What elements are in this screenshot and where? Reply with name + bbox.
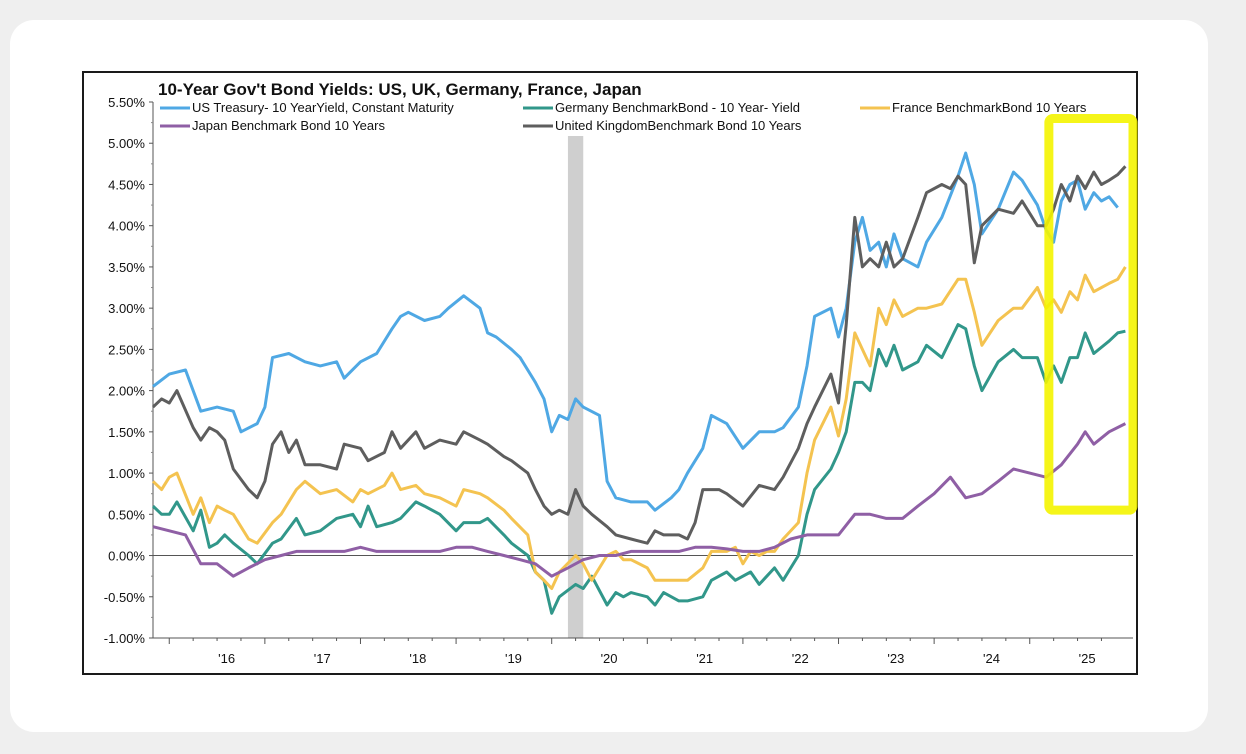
y-tick-label: -1.00% <box>104 631 146 646</box>
y-tick-label: 3.50% <box>108 260 145 275</box>
legend-label-1: US Treasury- 10 YearYield, Constant Matu… <box>192 100 454 115</box>
y-tick-label: 5.50% <box>108 95 145 110</box>
x-tick-label: '22 <box>792 651 809 666</box>
y-tick-label: 0.50% <box>108 507 145 522</box>
x-tick-label: '25 <box>1079 651 1096 666</box>
series-line-2 <box>151 323 1126 615</box>
x-tick-label: '19 <box>505 651 522 666</box>
y-tick-label: 2.00% <box>108 384 145 399</box>
legend: US Treasury- 10 YearYield, Constant Matu… <box>160 100 1087 133</box>
legend-label-4: Japan Benchmark Bond 10 Years <box>192 118 385 133</box>
chart-title: 10-Year Gov't Bond Yields: US, UK, Germa… <box>158 80 642 99</box>
legend-label-3: France BenchmarkBond 10 Years <box>892 100 1087 115</box>
x-tick-label: '21 <box>696 651 713 666</box>
y-tick-label: 3.00% <box>108 301 145 316</box>
legend-label-2: Germany BenchmarkBond - 10 Year- Yield <box>555 100 800 115</box>
y-tick-label: 1.00% <box>108 466 145 481</box>
recession-shade <box>567 136 584 638</box>
plot-area <box>153 102 1133 638</box>
legend-label-5: United KingdomBenchmark Bond 10 Years <box>555 118 802 133</box>
y-tick-label: 2.50% <box>108 342 145 357</box>
y-tick-label: 4.00% <box>108 219 145 234</box>
x-tick-label: '24 <box>983 651 1000 666</box>
y-tick-label: 4.50% <box>108 177 145 192</box>
series-layer <box>151 151 1127 615</box>
x-tick-label: '18 <box>409 651 426 666</box>
highlight-marker <box>1044 113 1138 515</box>
y-tick-label: 0.00% <box>108 549 145 564</box>
series-line-3 <box>151 266 1127 590</box>
x-tick-label: '20 <box>601 651 618 666</box>
x-tick-label: '16 <box>218 651 235 666</box>
y-tick-label: 1.50% <box>108 425 145 440</box>
x-tick-label: '23 <box>887 651 904 666</box>
series-line-4 <box>152 422 1127 578</box>
x-tick-label: '17 <box>314 651 331 666</box>
y-tick-label: -0.50% <box>104 590 146 605</box>
series-line-5 <box>151 165 1127 545</box>
y-tick-label: 5.00% <box>108 136 145 151</box>
axis-layer: 5.50% 5.00% 4.50% 4.00% 3.50% 3.00% 2.50% 2.00%… <box>104 95 1133 666</box>
